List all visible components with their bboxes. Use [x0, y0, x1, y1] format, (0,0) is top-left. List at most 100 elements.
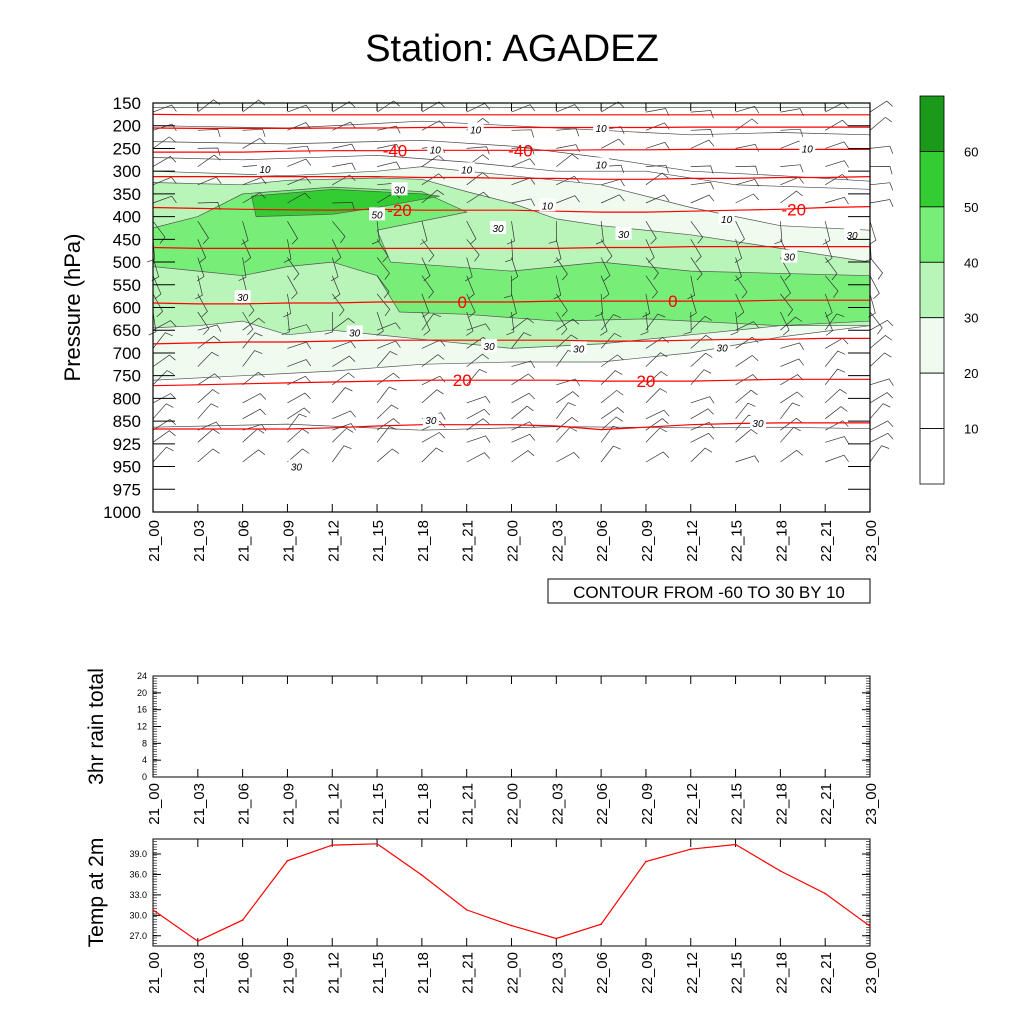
contour-label-bg [749, 415, 766, 429]
wind-barb [152, 156, 177, 167]
contour-label-bg [490, 220, 507, 234]
x-tick-label: 22_15 [729, 520, 746, 562]
wind-barb [869, 257, 884, 280]
contour-info-text: CONTOUR FROM -60 TO 30 BY 10 [573, 583, 845, 602]
wind-barb [645, 239, 655, 263]
contour-label-bg [570, 341, 587, 355]
wind-barb [152, 393, 177, 404]
wind-barb [868, 293, 876, 318]
rain-panel: 0 4 8 12 16 20 24 21_00 21_03 21_06 21_09 21_12 21_1… [85, 668, 880, 825]
wind-barb [600, 138, 625, 149]
contour-label-bg [391, 182, 408, 196]
x-tick-label: 21_03 [191, 952, 208, 994]
wind-barb [511, 332, 532, 349]
wind-barb [780, 374, 804, 386]
wind-barb [287, 413, 307, 431]
wind-barb [600, 416, 623, 431]
wind-barb [511, 392, 535, 404]
x-tick-label: 22_18 [773, 952, 790, 994]
wind-barb [466, 293, 476, 318]
wind-barb [645, 108, 670, 116]
isotherm-label: -40 [508, 141, 533, 160]
colorbar-label: 10 [964, 422, 978, 437]
wind-barb [419, 221, 428, 245]
wind-barb [197, 351, 219, 367]
wind-barb [152, 403, 174, 420]
wind-barb [825, 173, 849, 186]
wind-barb [511, 317, 534, 331]
y-tick-label: 30.0 [129, 910, 147, 920]
contour-label-bg [288, 459, 305, 473]
wind-barb [197, 293, 208, 318]
y-tick-label: 0 [142, 772, 147, 782]
temp-point [331, 844, 334, 846]
wind-barb [511, 129, 535, 138]
wind-barb [283, 239, 292, 263]
contour-label-bg [427, 142, 444, 156]
wind-barb [645, 427, 668, 443]
wind-barb [690, 194, 715, 204]
wind-barb [466, 191, 490, 204]
contour-label: 10 [802, 144, 814, 155]
colorbar-label: 60 [964, 144, 978, 159]
wind-barb [734, 239, 743, 263]
x-tick-label: 22_00 [505, 952, 522, 994]
wind-barb [377, 143, 401, 152]
wind-barb [332, 410, 356, 420]
wind-barb [197, 239, 207, 263]
wind-barb [242, 311, 254, 336]
wind-barb [331, 275, 341, 300]
wind-barb [556, 175, 580, 186]
x-tick-label: 21_06 [236, 952, 253, 994]
temp-point [197, 940, 199, 943]
wind-barb [600, 239, 613, 263]
temp-point [869, 925, 871, 928]
colorbar-segment [919, 261, 945, 319]
wind-barb [690, 129, 714, 138]
wind-barb [377, 161, 401, 170]
wind-barb [553, 239, 562, 263]
wind-barb [600, 445, 621, 463]
x-tick-label: 22_09 [639, 783, 656, 825]
wind-barb [197, 154, 221, 167]
wind-barb [825, 436, 849, 444]
wind-barb [683, 311, 692, 335]
wind-barb [825, 420, 849, 431]
wind-barb [421, 239, 435, 262]
wind-barb [824, 257, 838, 281]
wind-barb [242, 239, 252, 263]
x-tick-label: 22_12 [684, 783, 701, 825]
wind-barb [152, 293, 164, 318]
wind-barb [466, 221, 477, 245]
x-tick-label: 21_06 [236, 783, 253, 825]
wind-barb [735, 389, 758, 404]
wind-barb [197, 403, 219, 420]
wind-barb [556, 318, 580, 331]
temp-panel: 27.0 30.0 33.0 36.0 39.0 21_00 21_03 21_06 21_09… [85, 838, 880, 994]
wind-barb [735, 221, 745, 245]
wind-barb [511, 158, 536, 167]
wind-barb [780, 275, 791, 299]
contour-label: 30 [784, 253, 796, 264]
contour-label: 10 [542, 201, 554, 212]
wind-barb [690, 257, 703, 281]
wind-barb [466, 239, 480, 262]
contour-label-bg [346, 325, 363, 339]
cross-section-plot: -40 -40 -20 -20 0 0 20 20 10 10 10 10 10 10 10 10 10 30 30… [60, 94, 978, 604]
wind-barb [825, 454, 849, 463]
temp-point [779, 870, 782, 872]
wind-barb [556, 391, 580, 404]
contour-label: 30 [618, 230, 630, 241]
wind-barb [242, 408, 266, 420]
wind-barb [466, 435, 491, 443]
x-tick-label: 21_12 [325, 783, 342, 825]
wind-barb [331, 239, 342, 263]
wind-barb [197, 257, 205, 282]
wind-barb [242, 332, 263, 349]
wind-barb [824, 311, 834, 336]
wind-barb [780, 164, 804, 173]
contour-label: 30 [425, 416, 437, 427]
wind-barb [377, 125, 401, 134]
x-tick-label: 22_18 [773, 783, 790, 825]
wind-barb [503, 275, 512, 299]
